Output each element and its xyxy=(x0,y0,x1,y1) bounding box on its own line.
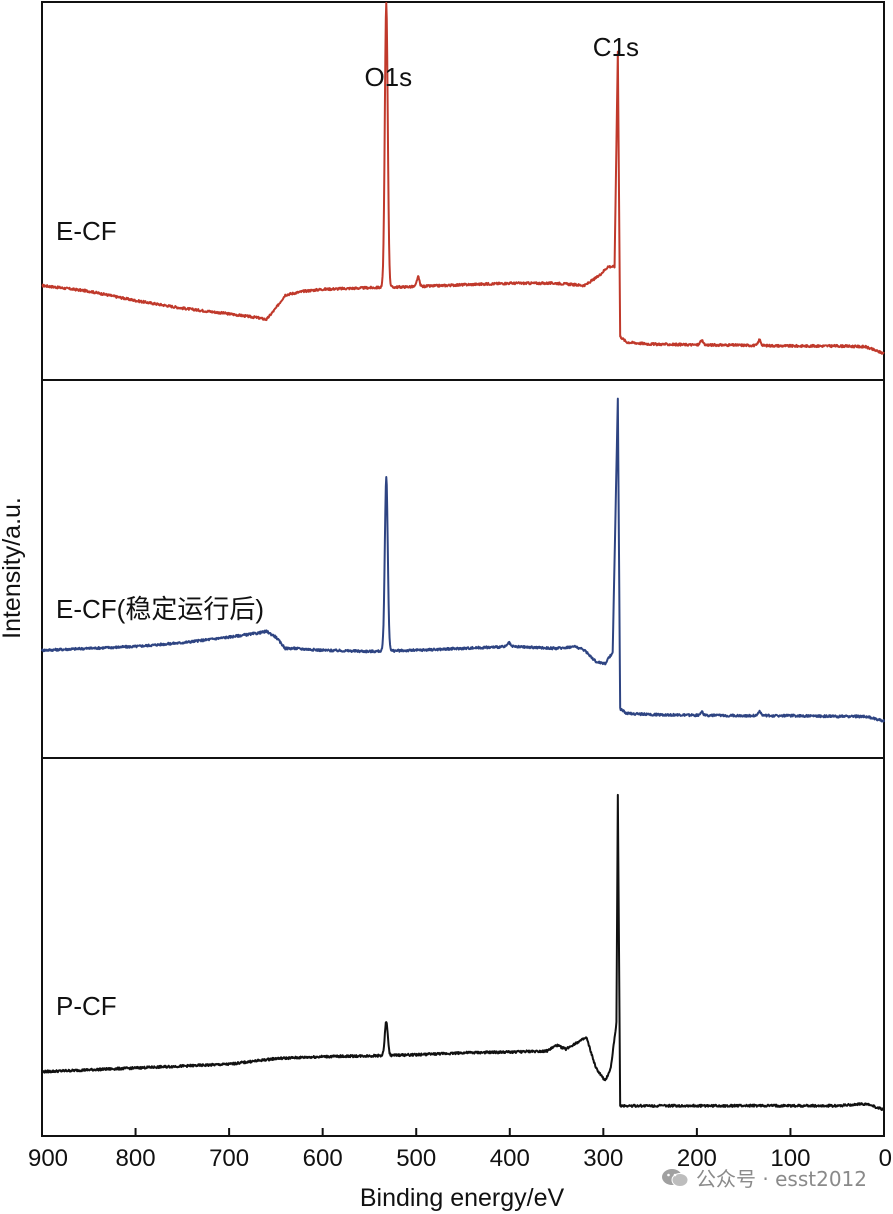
x-tick-label: 0 xyxy=(879,1145,892,1172)
panel-frames xyxy=(41,1,885,1137)
peak-label-c1s: C1s xyxy=(593,32,639,62)
x-axis: 900 800 700 600 500 400 300 200 100 0 xyxy=(28,1128,892,1172)
x-tick-label: 400 xyxy=(490,1145,530,1172)
series-labels: E-CF E-CF(稳定运行后) P-CF xyxy=(56,216,264,1021)
x-tick-label: 300 xyxy=(583,1145,623,1172)
series-line xyxy=(41,2,885,355)
x-tick-label: 200 xyxy=(677,1145,717,1172)
series-label: P-CF xyxy=(56,991,117,1021)
wechat-icon xyxy=(662,1168,689,1187)
x-tick-label: 100 xyxy=(770,1145,810,1172)
series-label: E-CF(稳定运行后) xyxy=(56,594,264,624)
y-axis-title: Intensity/a.u. xyxy=(0,497,26,639)
plot-frame xyxy=(41,1,885,1137)
series-line xyxy=(41,397,885,723)
watermark-text: 公众号 · esst2012 xyxy=(696,1167,867,1191)
watermark: 公众号 · esst2012 xyxy=(660,1163,867,1192)
x-tick-label: 700 xyxy=(209,1145,249,1172)
x-tick-label: 500 xyxy=(396,1145,436,1172)
spectra-group xyxy=(41,2,885,1111)
series-line xyxy=(41,793,885,1111)
series-label: E-CF xyxy=(56,216,117,246)
peak-label-o1s: O1s xyxy=(364,62,412,92)
x-tick-label: 600 xyxy=(303,1145,343,1172)
x-tick-label: 900 xyxy=(28,1145,68,1172)
x-tick-label: 800 xyxy=(116,1145,156,1172)
x-axis-title: Binding energy/eV xyxy=(360,1184,565,1212)
